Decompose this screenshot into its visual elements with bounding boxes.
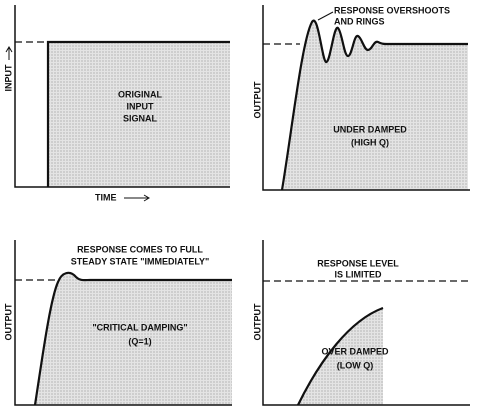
label: (HIGH Q) xyxy=(351,137,389,147)
response-curve xyxy=(280,19,468,191)
annotation: AND RINGS xyxy=(334,16,385,26)
label: "CRITICAL DAMPING" xyxy=(92,322,187,332)
axes xyxy=(262,240,470,406)
label: ORIGINAL xyxy=(118,89,163,99)
label: (LOW Q) xyxy=(337,360,374,370)
shaded-area xyxy=(298,308,383,405)
signal-curve xyxy=(46,40,230,187)
axes xyxy=(14,240,232,406)
panel-critical-damping: OUTPUT RESPONSE COMES TO FULL STEADY STA… xyxy=(3,240,232,406)
annotation: RESPONSE OVERSHOOTS xyxy=(334,5,450,15)
label: (Q=1) xyxy=(128,336,151,346)
axis-label: INPUT xyxy=(3,64,13,92)
x-axis-label: TIME xyxy=(95,192,117,202)
pointer xyxy=(317,11,334,21)
annotation: RESPONSE LEVEL xyxy=(317,258,399,268)
annotation: IS LIMITED xyxy=(335,269,383,279)
axis-label: OUTPUT xyxy=(3,303,13,341)
shaded-area xyxy=(282,20,468,191)
label: SIGNAL xyxy=(123,113,158,123)
shaded-area xyxy=(48,42,230,187)
label: OVER DAMPED xyxy=(321,346,389,356)
annotation: STEADY STATE "IMMEDIATELY" xyxy=(71,256,210,266)
response-curve xyxy=(297,306,384,406)
arrow xyxy=(124,194,150,202)
shaded-area xyxy=(35,272,232,405)
arrow xyxy=(5,46,13,60)
label: UNDER DAMPED xyxy=(333,124,407,134)
axes xyxy=(14,5,230,188)
response-curve xyxy=(33,271,232,406)
panel-under-damped: OUTPUT RESPONSE OVERSHOOTS AND RINGS UND… xyxy=(252,5,470,191)
panel-input: INPUT ORIGINAL INPUT SIGNAL TIME xyxy=(3,5,230,202)
axis-label: OUTPUT xyxy=(252,303,262,341)
label: INPUT xyxy=(127,101,155,111)
annotation: RESPONSE COMES TO FULL xyxy=(77,244,203,254)
panel-over-damped: OUTPUT RESPONSE LEVEL IS LIMITED OVER DA… xyxy=(252,240,470,406)
axis-label: OUTPUT xyxy=(252,81,262,119)
axes xyxy=(262,5,470,191)
